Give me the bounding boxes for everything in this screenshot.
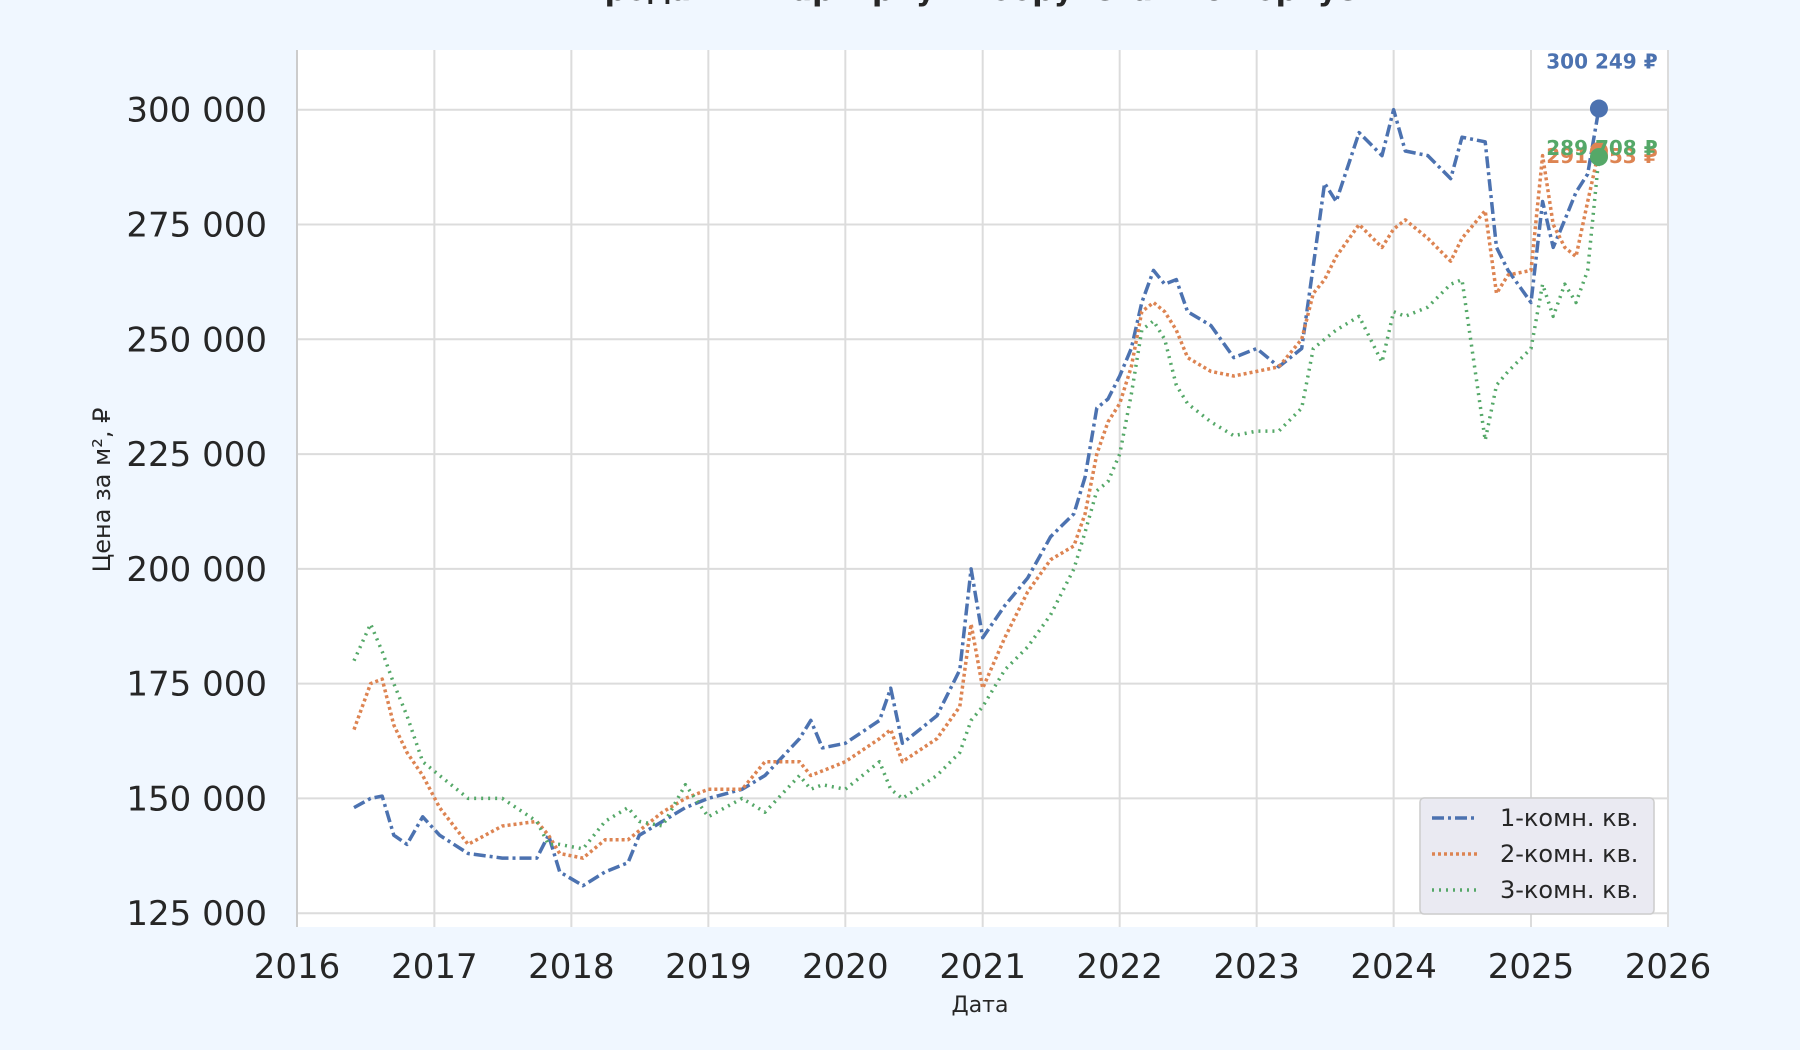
series-line-2: [352, 150, 1601, 860]
end-marker-3: [1589, 147, 1608, 166]
end-marker-1: [1589, 99, 1608, 118]
y-tick-label: 175 000: [126, 665, 267, 705]
series-line-1: [353, 107, 1601, 888]
y-tick-label: 150 000: [126, 779, 267, 819]
y-tick-label: 275 000: [126, 205, 267, 245]
x-axis-label: Дата: [952, 993, 1009, 1018]
legend-label-3: 3-комн. кв.: [1500, 876, 1638, 904]
legend-label-1: 1-комн. кв.: [1500, 804, 1638, 832]
x-tick-label: 2016: [254, 947, 341, 987]
y-tick-label: 125 000: [126, 894, 267, 934]
legend-label-2: 2-комн. кв.: [1500, 840, 1638, 868]
end-value-label-1: 300 249 ₽: [1546, 50, 1657, 74]
y-tick-label: 300 000: [126, 91, 267, 131]
chart-title: Продажи квартир: ул Вобруйская 16 корпус…: [580, 0, 1387, 8]
y-tick-label: 250 000: [126, 320, 267, 360]
x-tick-label: 2026: [1625, 947, 1712, 987]
x-tick-label: 2025: [1488, 947, 1575, 987]
y-tick-label: 200 000: [126, 550, 267, 590]
y-tick-label: 225 000: [126, 435, 267, 475]
legend: 1-комн. кв. 2-комн. кв. 3-комн. кв.: [1419, 797, 1655, 915]
x-tick-label: 2024: [1350, 947, 1437, 987]
x-tick-label: 2017: [391, 947, 478, 987]
x-tick-label: 2022: [1076, 947, 1163, 987]
x-tick-label: 2019: [665, 947, 752, 987]
x-tick-label: 2018: [528, 947, 615, 987]
legend-box: [1419, 797, 1655, 915]
x-tick-label: 2023: [1213, 947, 1300, 987]
x-tick-label: 2020: [802, 947, 889, 987]
end-value-label-3: 289 708 ₽: [1546, 136, 1657, 160]
y-axis-label: Цена за м², ₽: [88, 408, 116, 573]
x-tick-label: 2021: [939, 947, 1026, 987]
